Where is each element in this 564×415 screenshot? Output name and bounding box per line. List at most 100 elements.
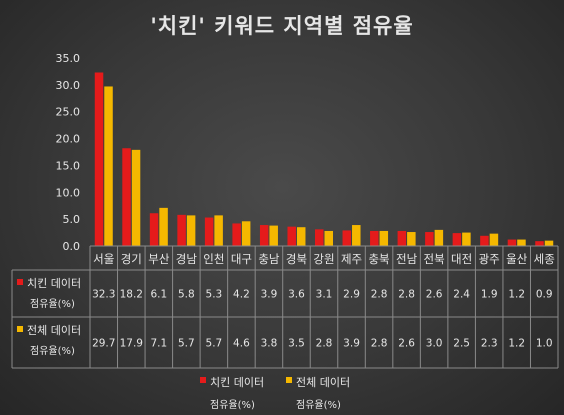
bar-chicken [259,225,269,246]
y-tick-label: 0.0 [63,240,81,253]
data-label: 3.1 [316,289,333,301]
bar-total [544,240,554,246]
data-label: 3.0 [426,338,443,350]
category-label: 광주 [479,252,500,266]
bar-total [296,227,306,246]
data-label: 18.2 [120,289,143,301]
data-label: 2.6 [398,338,415,350]
data-label: 3.9 [261,289,278,301]
data-label: 17.9 [120,338,143,350]
data-label: 2.5 [453,338,470,350]
data-label: 3.8 [261,338,278,350]
data-label: 2.8 [398,289,415,301]
legend-swatch [17,326,23,332]
data-label: 2.6 [426,289,443,301]
category-label: 경북 [286,252,307,266]
bar-total [241,221,251,246]
data-label: 5.3 [206,289,223,301]
data-label: 1.9 [481,289,498,301]
bar-chicken [425,232,434,246]
bar-chicken [452,233,462,246]
legend-unit: 점유율(%) [210,399,255,411]
bar-chicken [342,230,352,246]
category-label: 강원 [313,252,334,266]
data-label: 3.5 [288,338,305,350]
legend-unit: 점유율(%) [296,399,341,411]
data-label: 2.3 [481,338,498,350]
data-label: 2.8 [371,289,388,301]
y-tick-label: 10.0 [56,186,81,199]
bar-chicken [397,230,407,246]
table-series-unit: 점유율(%) [30,345,75,357]
category-label: 세종 [534,252,555,266]
y-tick-label: 25.0 [56,106,81,119]
bar-total [517,239,526,246]
data-label: 5.8 [178,289,195,301]
category-label: 인천 [203,252,224,266]
legend-swatch [286,377,292,383]
bar-total [352,225,361,246]
data-label: 1.0 [536,338,553,350]
data-label: 1.2 [508,338,525,350]
legend-label: 전체 데이터 [296,376,350,389]
bar-total [379,230,389,246]
category-label: 대전 [451,252,472,266]
legend-swatch [200,377,206,383]
bar-total [462,232,471,246]
data-label: 7.1 [150,338,167,350]
category-label: 경기 [121,252,142,266]
bar-chicken [480,235,489,246]
category-label: 전남 [396,252,418,266]
bar-chicken [94,72,104,246]
category-label: 울산 [506,252,528,266]
bar-total [489,233,499,246]
data-label: 1.2 [508,289,525,301]
data-label: 4.6 [233,338,250,350]
y-tick-label: 30.0 [56,79,81,92]
category-label: 충북 [368,252,389,266]
bar-total [104,86,113,247]
bar-chicken [177,214,186,246]
bar-total [214,215,223,246]
data-label: 2.8 [371,338,388,350]
bar-chicken [122,148,131,246]
table-series-name: 치킨 데이터 [27,277,81,290]
bar-total [159,207,168,246]
bar-chicken [232,223,241,246]
category-label: 대구 [231,252,252,266]
bar-chicken [370,230,379,246]
data-label: 2.8 [316,338,333,350]
data-label: 0.9 [536,289,553,301]
data-label: 3.9 [343,338,360,350]
data-label: 6.1 [150,289,167,301]
category-label: 충남 [258,252,280,266]
y-tick-label: 15.0 [56,159,81,172]
data-label: 32.3 [92,289,115,301]
bar-chicken [507,239,517,246]
data-label: 4.2 [233,289,250,301]
table-series-unit: 점유율(%) [30,298,75,310]
y-tick-label: 20.0 [56,133,81,146]
bar-chicken [535,241,544,246]
bar-chicken [149,213,159,246]
category-label: 경남 [176,252,198,266]
legend-label: 치킨 데이터 [210,376,264,389]
data-label: 3.6 [288,289,305,301]
data-label: 2.9 [343,289,360,301]
data-label: 29.7 [92,338,115,350]
y-tick-label: 5.0 [63,213,81,226]
category-label: 부산 [148,252,170,266]
bar-total [131,149,141,246]
category-label: 전북 [424,252,445,266]
bar-chicken [204,217,214,246]
y-tick-label: 35.0 [56,52,81,65]
data-label: 5.7 [206,338,223,350]
category-label: 제주 [341,252,362,266]
category-label: 서울 [93,252,114,266]
bar-chicken [315,229,324,246]
table-series-name: 전체 데이터 [27,324,81,337]
chart-title: '치킨' 키워드 지역별 점유율 [150,14,414,38]
bar-chicken [287,226,296,246]
bar-total [186,215,196,246]
